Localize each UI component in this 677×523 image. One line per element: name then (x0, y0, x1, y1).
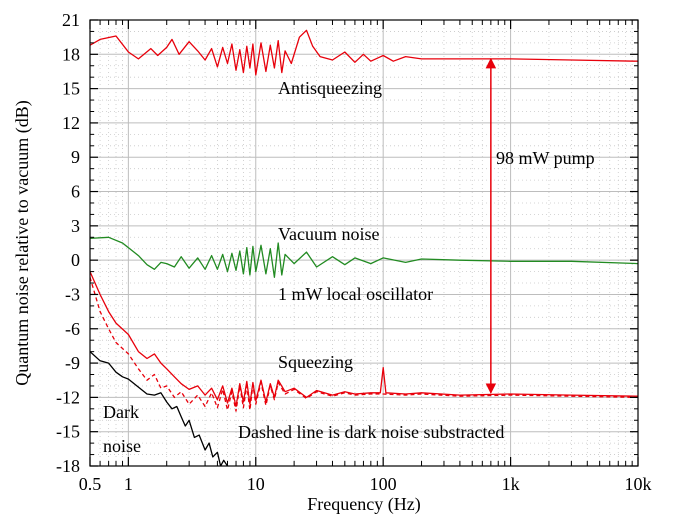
x-tick-labels: 0.5 1 10 100 1k 10k (79, 474, 652, 494)
annotation-antisqueezing: Antisqueezing (278, 78, 382, 98)
y-tick-label: 18 (62, 44, 80, 64)
annotation-dashed-note: Dashed line is dark noise substracted (238, 422, 504, 442)
x-tick-label: 1k (502, 474, 520, 494)
y-tick-label: -18 (56, 456, 80, 476)
series-squeezing-dark-subtracted-line (90, 277, 638, 412)
y-tick-label: -12 (56, 387, 80, 407)
annotation-squeezing: Squeezing (278, 352, 353, 372)
series-squeezing-line (90, 271, 638, 408)
major-grid (90, 20, 638, 466)
y-tick-label: -15 (56, 422, 80, 442)
y-tick-label: 15 (62, 79, 80, 99)
y-tick-labels: -18 -15 -12 -9 -6 -3 0 3 6 9 12 15 18 21 (56, 10, 80, 476)
y-tick-label: 3 (71, 216, 80, 236)
x-axis-title: Frequency (Hz) (307, 494, 420, 515)
x-tick-label: 100 (370, 474, 397, 494)
series-layer (90, 29, 638, 466)
y-tick-label: -9 (65, 353, 80, 373)
y-tick-label: 12 (62, 113, 80, 133)
x-tick-label: 10k (625, 474, 652, 494)
x-tick-label: 10 (247, 474, 265, 494)
annotation-noise: noise (103, 436, 141, 456)
annotation-dark: Dark (103, 402, 139, 422)
y-tick-label: 6 (71, 182, 80, 202)
x-tick-label: 0.5 (79, 474, 102, 494)
minor-grid (90, 20, 638, 466)
annotation-vacuum-noise: Vacuum noise (278, 224, 379, 244)
annotation-local-oscillator: 1 mW local oscillator (278, 284, 433, 304)
y-tick-label: -3 (65, 284, 80, 304)
series-dark-noise-line (90, 351, 229, 466)
y-tick-label: 9 (71, 147, 80, 167)
ticks-layer (89, 19, 639, 467)
y-tick-label: -6 (65, 319, 80, 339)
y-tick-label: 0 (71, 250, 80, 270)
annotation-pump: 98 mW pump (496, 148, 595, 168)
plot-frame (89, 19, 639, 467)
y-axis-title: Quantum noise relative to vacuum (dB) (12, 100, 33, 385)
series-antisqueezing-line (90, 29, 638, 76)
series-vacuum-noise-line (90, 236, 638, 278)
y-tick-label: 21 (62, 10, 80, 30)
x-tick-label: 1 (124, 474, 133, 494)
